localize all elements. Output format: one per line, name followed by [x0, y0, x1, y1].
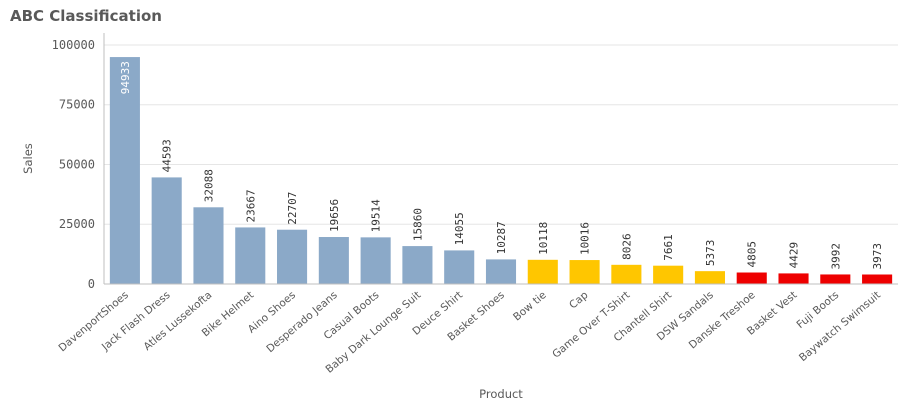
- bar: [694, 271, 725, 284]
- data-labels: 94933 44593 32088 23667 22707 19656 19514 15860…: [119, 61, 884, 269]
- data-label: 10118: [537, 222, 550, 255]
- data-label: 8026: [620, 233, 633, 260]
- bar: [862, 274, 893, 284]
- data-label: 94933: [119, 61, 132, 94]
- bar: [193, 207, 224, 284]
- bar: [444, 250, 475, 284]
- y-tick-label: 100000: [52, 38, 95, 52]
- x-tick-label: Jack Flash Dress: [99, 289, 173, 354]
- data-label: 4805: [746, 241, 759, 268]
- x-tick-label: Desperado Jeans: [264, 289, 339, 355]
- bar: [277, 229, 308, 284]
- bar: [527, 259, 558, 284]
- bar: [318, 237, 349, 284]
- data-label: 32088: [202, 169, 215, 202]
- bar: [569, 260, 600, 284]
- y-tick-label: 0: [88, 277, 95, 291]
- y-axis-label: Sales: [21, 143, 35, 174]
- bar: [402, 246, 433, 284]
- bar: [360, 237, 391, 284]
- y-axis-ticks: 0 25000 50000 75000 100000: [52, 38, 95, 291]
- bar: [235, 227, 266, 284]
- data-label: 10016: [579, 222, 592, 255]
- data-label: 5373: [704, 240, 717, 267]
- data-label: 15860: [411, 208, 424, 241]
- chart-title: ABC Classification: [10, 7, 162, 25]
- bar: [485, 259, 517, 284]
- x-tick-label: Cap: [567, 289, 591, 312]
- y-tick-label: 25000: [59, 217, 95, 231]
- data-label: 14055: [453, 212, 466, 245]
- bar: [611, 264, 642, 284]
- bar: [151, 177, 182, 284]
- x-tick-label: Bow tie: [511, 289, 549, 323]
- data-label: 19656: [328, 199, 341, 232]
- data-label: 4429: [788, 242, 801, 269]
- bar: [820, 274, 851, 284]
- y-tick-label: 75000: [59, 98, 95, 112]
- x-tick-label: DavenportShoes: [56, 289, 130, 354]
- data-label: 22707: [286, 192, 299, 225]
- x-tick-label: Baywatch Swimsuit: [797, 289, 883, 364]
- data-label: 23667: [244, 189, 257, 222]
- bar: [653, 265, 684, 284]
- data-label: 44593: [161, 139, 174, 172]
- x-tick-label: Game Over T-Shirt: [550, 289, 632, 361]
- data-label: 19514: [370, 199, 383, 232]
- x-axis-label: Product: [479, 387, 523, 401]
- bar: [778, 273, 809, 284]
- bars: [109, 57, 893, 284]
- bar: [109, 57, 140, 284]
- data-label: 7661: [662, 234, 675, 261]
- y-tick-label: 50000: [59, 157, 95, 171]
- data-label: 3992: [829, 243, 842, 270]
- bar: [736, 272, 767, 284]
- data-label: 3973: [871, 243, 884, 270]
- gridlines: [104, 44, 898, 225]
- data-label: 10287: [495, 221, 508, 254]
